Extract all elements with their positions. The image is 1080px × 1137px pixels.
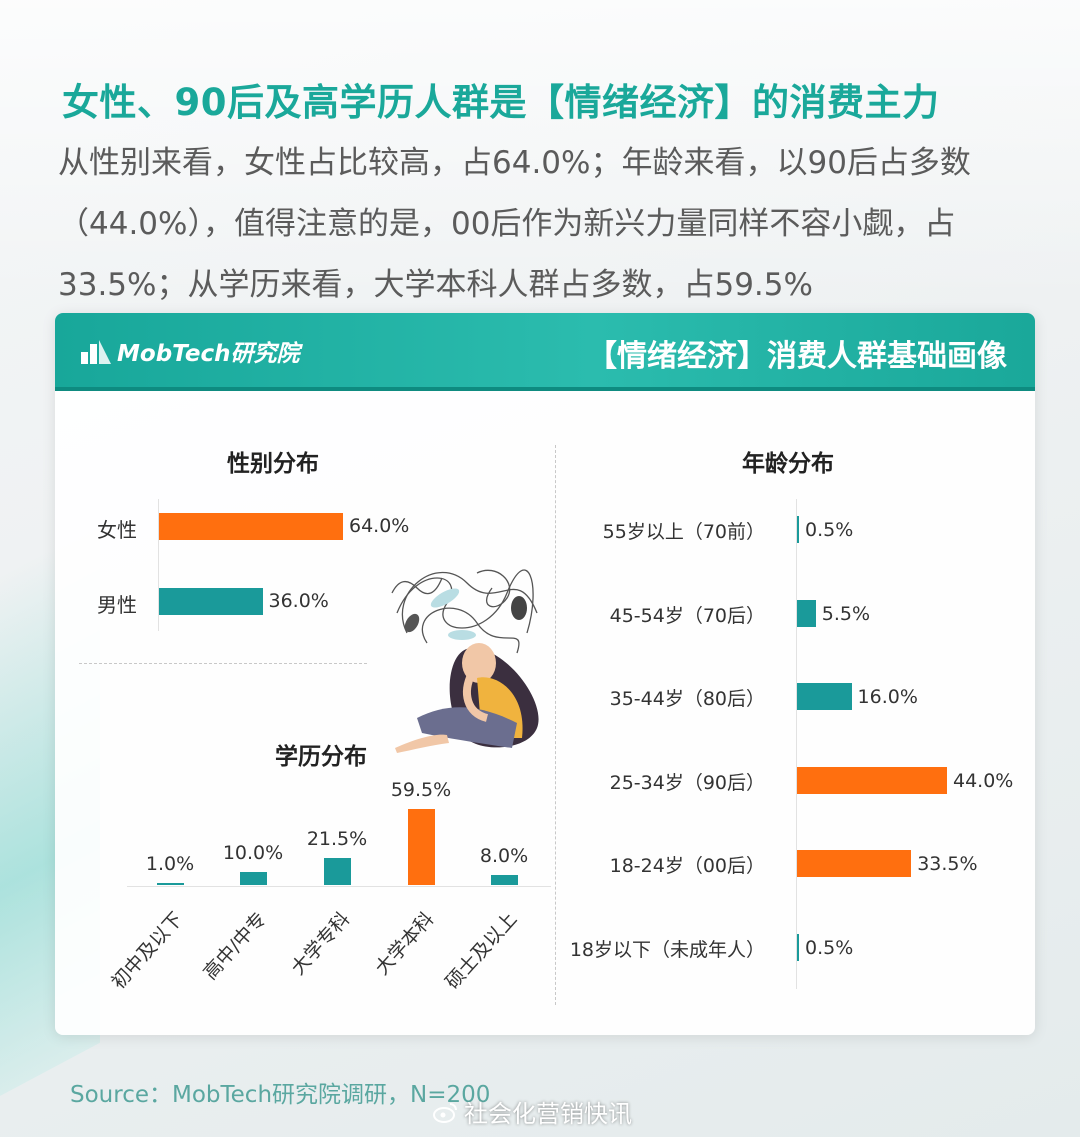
education-value-label: 10.0% <box>222 842 284 865</box>
age-bar <box>797 933 799 961</box>
intro-line: （44.0%），值得注意的是，00后作为新兴力量同样不容小觑，占 <box>58 206 956 242</box>
age-axis <box>796 499 797 989</box>
age-category-label: 18-24岁（00后） <box>609 855 765 877</box>
gender-bar <box>159 513 343 540</box>
education-value-label: 1.0% <box>145 853 195 875</box>
education-bar <box>240 872 267 885</box>
education-category-label: 初中及以下 <box>107 908 188 994</box>
card-header: MobTech研究院 【情绪经济】消费人群基础画像 <box>55 313 1035 391</box>
age-bar <box>797 766 947 794</box>
watermark-text: 社会化营销快讯 <box>464 1100 632 1128</box>
education-value-label: 8.0% <box>479 844 529 867</box>
age-category-label: 35-44岁（80后） <box>609 688 765 710</box>
gender-axis <box>158 499 159 631</box>
education-bar <box>157 883 184 885</box>
education-category-label: 大学本科 <box>371 908 439 980</box>
gender-value-label: 64.0% <box>349 515 410 537</box>
intro-line: 从性别来看，女性占比较高，占64.0%；年龄来看，以90后占多数 <box>58 145 971 181</box>
gender-bar <box>159 588 263 615</box>
age-value-label: 5.5% <box>821 602 871 625</box>
gender-category-label: 男性 <box>97 593 137 617</box>
age-category-label: 25-34岁（90后） <box>609 771 765 794</box>
education-value-label: 21.5% <box>306 827 368 850</box>
age-category-label: 45-54岁（70后） <box>609 604 765 627</box>
mobtech-logo-icon <box>81 340 111 364</box>
source-note: Source：MobTech研究院调研，N=200 <box>70 1082 491 1108</box>
education-category-label: 硕士及以上 <box>441 908 522 994</box>
age-chart-title: 年龄分布 <box>742 451 834 477</box>
education-category-label: 大学专科 <box>287 908 355 980</box>
headline: 女性、90后及高学历人群是【情绪经济】的消费主力 <box>62 81 940 124</box>
background-highlight <box>0 0 1080 300</box>
age-value-label: 0.5% <box>805 936 854 959</box>
age-bar <box>797 516 799 543</box>
age-bar <box>797 683 852 710</box>
age-bar <box>797 599 816 627</box>
gender-category-label: 女性 <box>97 518 137 542</box>
education-category-label: 高中/中专 <box>198 908 271 985</box>
education-bar <box>408 809 435 885</box>
vertical-divider <box>555 445 556 1005</box>
brand-name: MobTech研究院 <box>117 341 300 367</box>
gender-chart-title: 性别分布 <box>227 451 319 477</box>
age-value-label: 33.5% <box>917 853 978 875</box>
age-category-label: 55岁以上（70前） <box>602 521 765 543</box>
age-value-label: 44.0% <box>953 769 1014 792</box>
gender-value-label: 36.0% <box>268 590 329 612</box>
age-category-label: 18岁以下（未成年人） <box>569 938 765 961</box>
intro-text: 从性别来看，女性占比较高，占64.0%；年龄来看，以90后占多数 （44.0%）… <box>58 133 1048 316</box>
education-axis <box>127 886 551 887</box>
age-bar <box>797 850 912 877</box>
brand: MobTech研究院 <box>79 333 299 369</box>
anxious-woman-illustration <box>391 569 539 753</box>
age-value-label: 0.5% <box>805 519 854 541</box>
education-bar <box>324 857 351 885</box>
age-value-label: 16.0% <box>857 686 918 708</box>
watermark: 社会化营销快讯 <box>432 1094 632 1129</box>
education-value-label: 59.5% <box>390 779 452 801</box>
profile-card: MobTech研究院 【情绪经济】消费人群基础画像 性别分布 女性 64.0% 男性… <box>55 313 1035 1035</box>
horizontal-divider <box>79 663 367 664</box>
card-title: 【情绪经济】消费人群基础画像 <box>587 339 1007 374</box>
weibo-icon <box>433 1102 457 1123</box>
education-chart-title: 学历分布 <box>275 744 367 770</box>
intro-line: 33.5%；从学历来看，大学本科人群占多数，占59.5% <box>58 267 813 303</box>
education-bar <box>491 874 518 885</box>
